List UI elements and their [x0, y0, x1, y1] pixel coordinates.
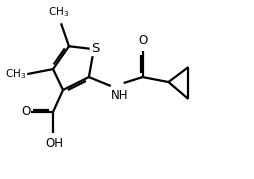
Text: CH$_3$: CH$_3$ [48, 6, 69, 19]
Text: O: O [21, 105, 30, 118]
Text: S: S [90, 42, 99, 55]
Text: CH$_3$: CH$_3$ [5, 67, 26, 81]
Text: NH: NH [110, 88, 128, 101]
Text: OH: OH [45, 137, 63, 150]
Text: O: O [137, 34, 147, 47]
